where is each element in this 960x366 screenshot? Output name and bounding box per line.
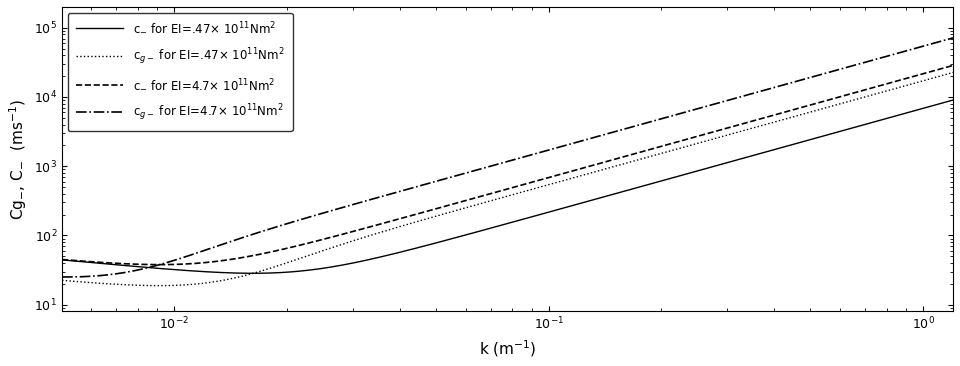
Line: c$_{g-}$ for EI=.47$\times$ 10$^{11}$Nm$^2$: c$_{g-}$ for EI=.47$\times$ 10$^{11}$Nm$…: [62, 72, 953, 285]
c$_{g-}$ for EI=4.7$\times$ 10$^{11}$Nm$^2$: [669, 113, 681, 117]
Line: c$_{g-}$ for EI=4.7$\times$ 10$^{11}$Nm$^2$: c$_{g-}$ for EI=4.7$\times$ 10$^{11}$Nm$…: [62, 38, 953, 277]
X-axis label: k (m$^{-1}$): k (m$^{-1}$): [479, 338, 537, 359]
c$_{g-}$ for EI=.47$\times$ 10$^{11}$Nm$^2$: [752, 124, 763, 129]
c$_{-}$ for EI=.47$\times$ 10$^{11}$Nm$^2$: [418, 244, 429, 249]
c$_{-}$ for EI=4.7$\times$ 10$^{11}$Nm$^2$: [948, 63, 959, 68]
c$_{g-}$ for EI=4.7$\times$ 10$^{11}$Nm$^2$: [948, 36, 959, 40]
c$_{-}$ for EI=4.7$\times$ 10$^{11}$Nm$^2$: [752, 117, 763, 122]
c$_{g-}$ for EI=.47$\times$ 10$^{11}$Nm$^2$: [57, 278, 68, 283]
c$_{-}$ for EI=.47$\times$ 10$^{11}$Nm$^2$: [669, 175, 681, 179]
c$_{-}$ for EI=4.7$\times$ 10$^{11}$Nm$^2$: [449, 201, 461, 206]
c$_{-}$ for EI=.47$\times$ 10$^{11}$Nm$^2$: [752, 152, 763, 156]
c$_{-}$ for EI=4.7$\times$ 10$^{11}$Nm$^2$: [154, 262, 165, 267]
c$_{g-}$ for EI=4.7$\times$ 10$^{11}$Nm$^2$: [148, 264, 159, 268]
c$_{-}$ for EI=4.7$\times$ 10$^{11}$Nm$^2$: [669, 141, 681, 145]
Legend: c$_{-}$ for EI=.47$\times$ 10$^{11}$Nm$^2$, c$_{g-}$ for EI=.47$\times$ 10$^{11}: c$_{-}$ for EI=.47$\times$ 10$^{11}$Nm$^…: [68, 13, 293, 131]
c$_{-}$ for EI=.47$\times$ 10$^{11}$Nm$^2$: [948, 98, 959, 102]
c$_{g-}$ for EI=4.7$\times$ 10$^{11}$Nm$^2$: [449, 174, 461, 178]
Line: c$_{-}$ for EI=4.7$\times$ 10$^{11}$Nm$^2$: c$_{-}$ for EI=4.7$\times$ 10$^{11}$Nm$^…: [62, 66, 953, 265]
c$_{g-}$ for EI=4.7$\times$ 10$^{11}$Nm$^2$: [768, 85, 780, 90]
c$_{g-}$ for EI=.47$\times$ 10$^{11}$Nm$^2$: [154, 283, 165, 288]
c$_{g-}$ for EI=.47$\times$ 10$^{11}$Nm$^2$: [948, 70, 959, 75]
c$_{-}$ for EI=.47$\times$ 10$^{11}$Nm$^2$: [247, 271, 258, 276]
c$_{-}$ for EI=.47$\times$ 10$^{11}$Nm$^2$: [768, 147, 780, 152]
c$_{g-}$ for EI=.47$\times$ 10$^{11}$Nm$^2$: [418, 218, 429, 222]
c$_{-}$ for EI=4.7$\times$ 10$^{11}$Nm$^2$: [147, 262, 158, 267]
c$_{-}$ for EI=4.7$\times$ 10$^{11}$Nm$^2$: [418, 210, 429, 214]
c$_{-}$ for EI=4.7$\times$ 10$^{11}$Nm$^2$: [768, 113, 780, 117]
Line: c$_{-}$ for EI=.47$\times$ 10$^{11}$Nm$^2$: c$_{-}$ for EI=.47$\times$ 10$^{11}$Nm$^…: [62, 100, 953, 273]
c$_{-}$ for EI=.47$\times$ 10$^{11}$Nm$^2$: [57, 258, 68, 262]
Y-axis label: Cg$_{-}$, C$_{-}$  (ms$^{-1}$): Cg$_{-}$, C$_{-}$ (ms$^{-1}$): [7, 98, 29, 220]
c$_{g-}$ for EI=.47$\times$ 10$^{11}$Nm$^2$: [449, 209, 461, 213]
c$_{g-}$ for EI=4.7$\times$ 10$^{11}$Nm$^2$: [57, 275, 68, 279]
c$_{g-}$ for EI=4.7$\times$ 10$^{11}$Nm$^2$: [752, 90, 763, 94]
c$_{g-}$ for EI=4.7$\times$ 10$^{11}$Nm$^2$: [418, 183, 429, 187]
c$_{g-}$ for EI=4.7$\times$ 10$^{11}$Nm$^2$: [60, 275, 71, 279]
c$_{-}$ for EI=.47$\times$ 10$^{11}$Nm$^2$: [449, 236, 461, 240]
c$_{-}$ for EI=.47$\times$ 10$^{11}$Nm$^2$: [147, 266, 158, 270]
c$_{g-}$ for EI=.47$\times$ 10$^{11}$Nm$^2$: [768, 120, 780, 124]
c$_{g-}$ for EI=.47$\times$ 10$^{11}$Nm$^2$: [147, 283, 158, 288]
c$_{-}$ for EI=4.7$\times$ 10$^{11}$Nm$^2$: [57, 257, 68, 262]
c$_{g-}$ for EI=.47$\times$ 10$^{11}$Nm$^2$: [669, 147, 681, 152]
